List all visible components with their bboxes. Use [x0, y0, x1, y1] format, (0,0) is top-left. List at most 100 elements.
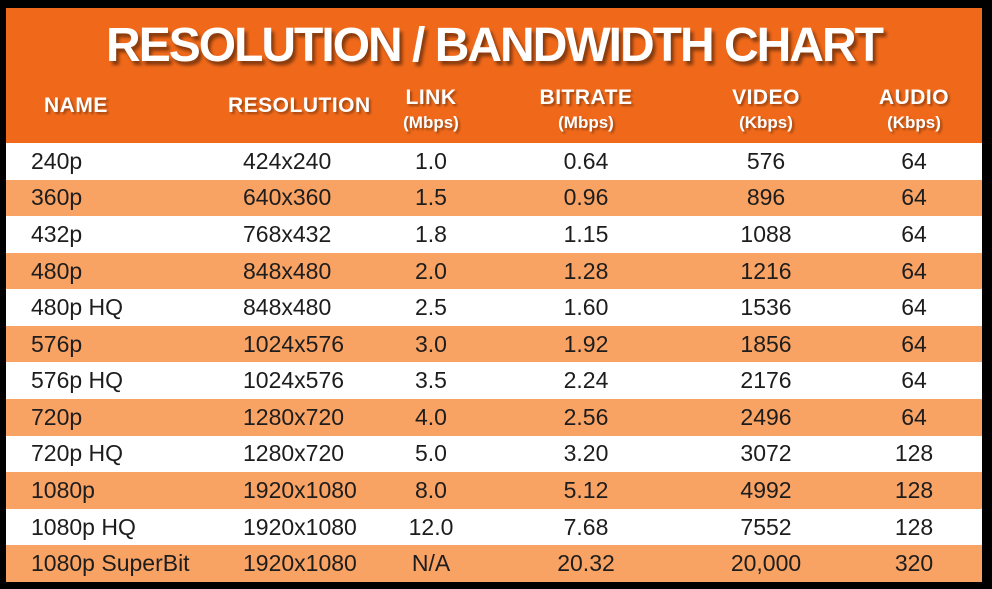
table-row: 1080p 1920x1080 8.0 5.12 4992 128 — [6, 472, 982, 509]
column-label: VIDEO — [732, 86, 800, 109]
column-headers: NAME RESOLUTION LINK (Mbps) BITRATE (Mbps) VID… — [6, 82, 982, 143]
cell-audio: 128 — [894, 513, 934, 540]
column-label: NAME — [44, 94, 108, 117]
chart-title: RESOLUTION / BANDWIDTH CHART — [106, 18, 884, 72]
cell-video: 7552 — [740, 513, 792, 540]
cell-bitrate: 20.32 — [557, 550, 615, 577]
table-body: 240p 424x240 1.0 0.64 576 64 360p 640x360 1.5 0.9… — [6, 143, 982, 582]
cell-resolution: 1024x576 — [243, 330, 345, 357]
cell-resolution: 768x432 — [243, 220, 332, 247]
column-header-video: VIDEO (Kbps) — [686, 82, 846, 133]
table-row: 1080p SuperBit 1920x1080 N/A 20.32 20,000 320 — [6, 545, 982, 582]
cell-video: 4992 — [740, 476, 792, 503]
cell-name: 576p — [31, 330, 83, 357]
chart-header: RESOLUTION / BANDWIDTH CHART NAME RESOLUT… — [6, 8, 982, 143]
cell-video: 576 — [746, 147, 786, 174]
column-header-name: NAME — [6, 82, 196, 118]
cell-resolution: 640x360 — [243, 184, 332, 211]
cell-name: 480p — [31, 257, 83, 284]
cell-link: 1.0 — [415, 147, 447, 174]
table-row: 720p 1280x720 4.0 2.56 2496 64 — [6, 399, 982, 436]
column-unit: (Kbps) — [887, 113, 941, 133]
cell-link: 2.5 — [415, 294, 447, 321]
title-bar: RESOLUTION / BANDWIDTH CHART — [6, 8, 982, 82]
cell-bitrate: 0.96 — [563, 184, 609, 211]
table-row: 480p 848x480 2.0 1.28 1216 64 — [6, 252, 982, 290]
cell-video: 2496 — [740, 403, 792, 430]
cell-audio: 128 — [894, 440, 934, 467]
cell-link: N/A — [411, 550, 451, 577]
cell-bitrate: 1.28 — [563, 257, 609, 284]
cell-resolution: 424x240 — [243, 147, 332, 174]
column-label: LINK — [405, 86, 457, 109]
cell-bitrate: 7.68 — [563, 513, 609, 540]
column-unit: (Mbps) — [558, 113, 614, 133]
cell-name: 240p — [31, 147, 83, 174]
cell-resolution: 1280x720 — [243, 440, 345, 467]
cell-audio: 64 — [901, 403, 927, 430]
cell-bitrate: 1.60 — [563, 294, 609, 321]
column-unit: (Kbps) — [739, 113, 793, 133]
column-header-audio: AUDIO (Kbps) — [846, 82, 982, 133]
cell-audio: 64 — [901, 147, 927, 174]
cell-bitrate: 3.20 — [563, 440, 609, 467]
cell-link: 4.0 — [415, 403, 447, 430]
column-label: RESOLUTION — [228, 94, 371, 117]
cell-resolution: 1920x1080 — [243, 513, 357, 540]
cell-resolution: 1024x576 — [243, 367, 345, 394]
cell-audio: 64 — [901, 257, 927, 284]
table-row: 360p 640x360 1.5 0.96 896 64 — [6, 179, 982, 217]
column-header-link: LINK (Mbps) — [376, 82, 486, 133]
column-unit: (Mbps) — [403, 113, 459, 133]
cell-link: 3.0 — [415, 330, 447, 357]
cell-resolution: 1920x1080 — [243, 476, 357, 503]
cell-name: 720p — [31, 403, 83, 430]
cell-video: 20,000 — [730, 550, 802, 577]
cell-bitrate: 0.64 — [563, 147, 609, 174]
column-header-bitrate: BITRATE (Mbps) — [486, 82, 686, 133]
cell-name: 1080p — [31, 476, 95, 503]
cell-audio: 64 — [901, 220, 927, 247]
cell-video: 1856 — [740, 330, 792, 357]
cell-video: 1088 — [740, 220, 792, 247]
cell-link: 12.0 — [408, 513, 454, 540]
cell-name: 360p — [31, 184, 83, 211]
table-row: 576p HQ 1024x576 3.5 2.24 2176 64 — [6, 362, 982, 400]
cell-video: 1536 — [740, 294, 792, 321]
cell-name: 720p HQ — [31, 440, 124, 467]
column-label: BITRATE — [539, 86, 633, 109]
cell-video: 1216 — [740, 257, 792, 284]
table-row: 432p 768x432 1.8 1.15 1088 64 — [6, 216, 982, 253]
cell-video: 2176 — [740, 367, 792, 394]
table-row: 480p HQ 848x480 2.5 1.60 1536 64 — [6, 289, 982, 326]
table-row: 576p 1024x576 3.0 1.92 1856 64 — [6, 325, 982, 363]
cell-audio: 64 — [901, 367, 927, 394]
table-row: 240p 424x240 1.0 0.64 576 64 — [6, 143, 982, 180]
cell-audio: 64 — [901, 330, 927, 357]
cell-audio: 128 — [894, 476, 934, 503]
cell-bitrate: 1.92 — [563, 330, 609, 357]
cell-bitrate: 2.24 — [563, 367, 609, 394]
cell-name: 480p HQ — [31, 294, 124, 321]
cell-link: 1.8 — [415, 220, 447, 247]
cell-name: 432p — [31, 220, 83, 247]
cell-resolution: 848x480 — [243, 294, 332, 321]
cell-resolution: 848x480 — [243, 257, 332, 284]
cell-link: 5.0 — [415, 440, 447, 467]
cell-resolution: 1280x720 — [243, 403, 345, 430]
cell-bitrate: 5.12 — [563, 476, 609, 503]
cell-link: 2.0 — [415, 257, 447, 284]
cell-audio: 64 — [901, 184, 927, 211]
cell-name: 1080p HQ — [31, 513, 136, 540]
cell-name: 1080p SuperBit — [31, 550, 190, 577]
cell-link: 8.0 — [415, 476, 447, 503]
cell-video: 3072 — [740, 440, 792, 467]
cell-video: 896 — [746, 184, 786, 211]
cell-bitrate: 2.56 — [563, 403, 609, 430]
table-row: 1080p HQ 1920x1080 12.0 7.68 7552 128 — [6, 508, 982, 546]
cell-name: 576p HQ — [31, 367, 124, 394]
column-header-resolution: RESOLUTION — [196, 82, 376, 118]
table-row: 720p HQ 1280x720 5.0 3.20 3072 128 — [6, 435, 982, 473]
cell-audio: 64 — [901, 294, 927, 321]
